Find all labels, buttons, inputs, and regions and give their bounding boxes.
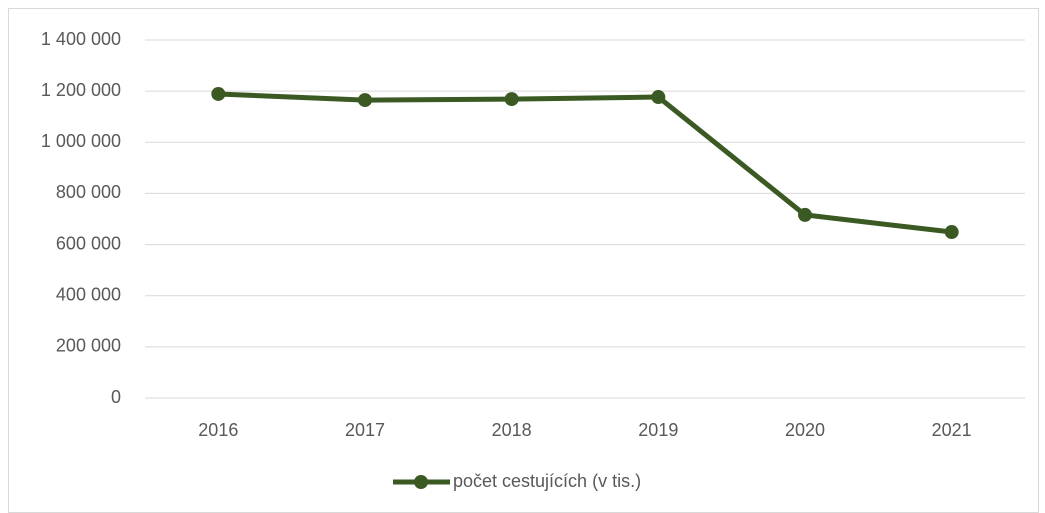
x-tick-label: 2019 xyxy=(638,420,678,440)
data-point xyxy=(211,86,226,101)
y-tick-label: 1 400 000 xyxy=(41,29,121,49)
data-point xyxy=(944,225,959,240)
y-tick-label: 0 xyxy=(111,387,121,407)
data-point xyxy=(358,93,372,108)
y-tick-label: 400 000 xyxy=(56,284,121,304)
legend-label: počet cestujících (v tis.) xyxy=(453,471,641,491)
data-point xyxy=(651,90,666,105)
data-point xyxy=(798,207,812,222)
x-tick-label: 2018 xyxy=(492,420,532,440)
y-tick-label: 1 000 000 xyxy=(41,131,121,151)
x-tick-label: 2020 xyxy=(785,420,825,440)
y-tick-label: 200 000 xyxy=(56,336,121,356)
y-tick-label: 1 200 000 xyxy=(41,80,121,100)
x-tick-label: 2021 xyxy=(932,420,972,440)
series-line xyxy=(218,91,952,235)
y-tick-label: 800 000 xyxy=(56,182,121,202)
x-tick-label: 2017 xyxy=(345,420,385,440)
y-tick-label: 600 000 xyxy=(56,233,121,253)
x-tick-label: 2016 xyxy=(198,420,238,440)
data-point xyxy=(504,92,519,107)
chart-border xyxy=(8,8,1039,513)
legend-marker xyxy=(414,475,428,489)
